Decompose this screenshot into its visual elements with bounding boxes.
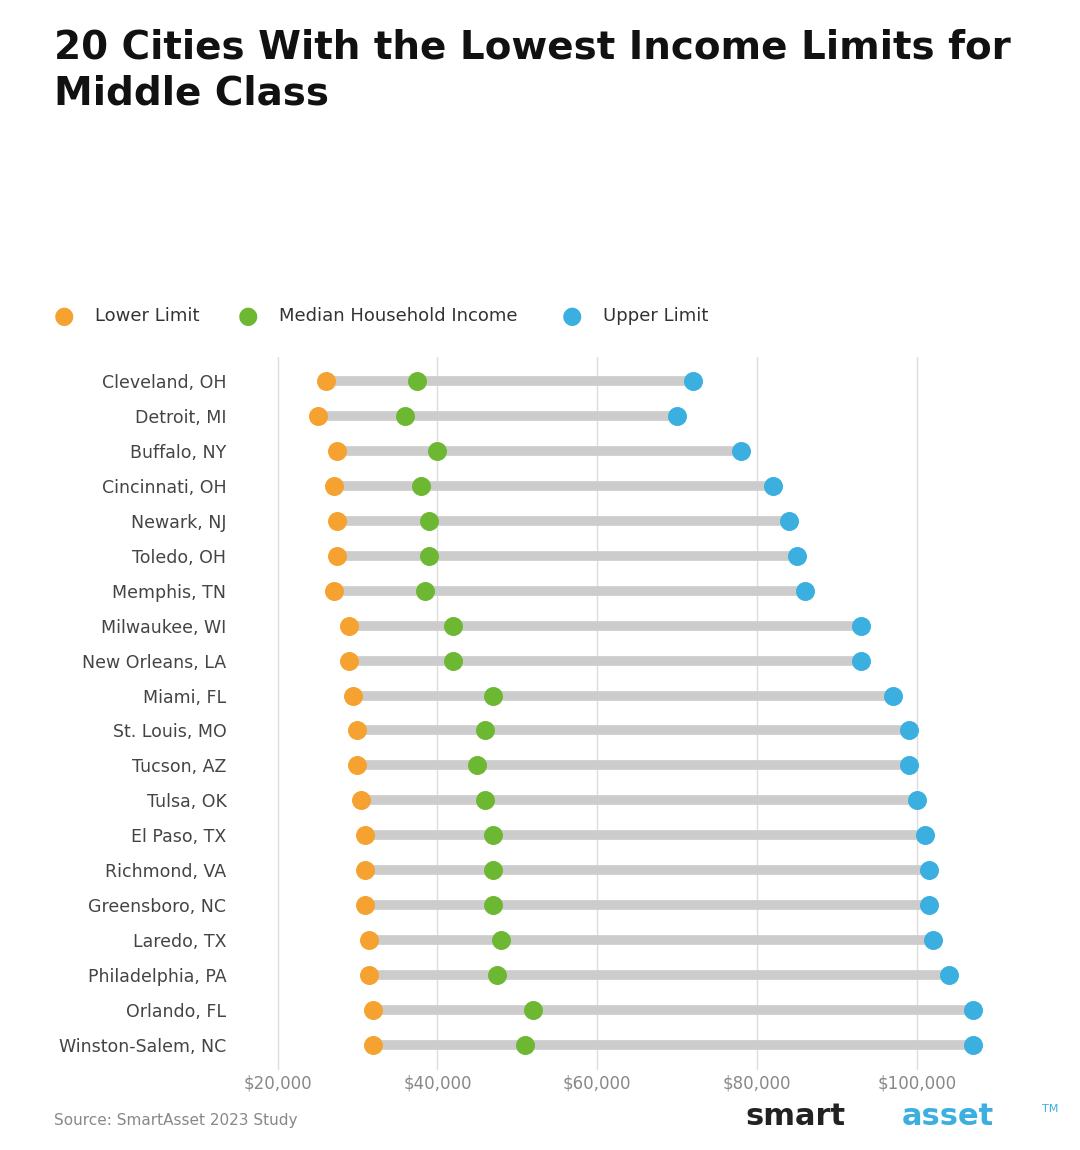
Text: Upper Limit: Upper Limit [603, 307, 708, 325]
Point [476, 721, 494, 739]
Point [485, 861, 502, 880]
Point [796, 582, 813, 600]
Point [341, 651, 359, 669]
Point [485, 687, 502, 705]
Point [908, 791, 926, 810]
Point [429, 442, 446, 460]
Point [341, 616, 359, 635]
Point [349, 721, 366, 739]
Point [325, 582, 342, 600]
Text: ●: ● [562, 305, 582, 328]
Point [421, 512, 438, 530]
Point [356, 861, 374, 880]
Point [485, 896, 502, 914]
Point [396, 407, 414, 426]
Point [920, 861, 937, 880]
Text: ●: ● [238, 305, 258, 328]
Point [328, 512, 346, 530]
Point [356, 826, 374, 844]
Point [469, 757, 486, 775]
Point [901, 721, 918, 739]
Point [781, 512, 798, 530]
Point [492, 932, 510, 950]
Point [852, 616, 869, 635]
Point [964, 1036, 982, 1055]
Text: Lower Limit: Lower Limit [95, 307, 200, 325]
Point [365, 1036, 382, 1055]
Point [413, 476, 430, 494]
Point [788, 546, 806, 565]
Point [345, 687, 362, 705]
Point [445, 651, 462, 669]
Point [488, 966, 505, 984]
Text: asset: asset [902, 1102, 994, 1130]
Point [445, 616, 462, 635]
Point [516, 1036, 534, 1055]
Text: Source: SmartAsset 2023 Study: Source: SmartAsset 2023 Study [54, 1113, 297, 1128]
Point [669, 407, 686, 426]
Point [361, 932, 378, 950]
Point [421, 546, 438, 565]
Point [365, 1000, 382, 1019]
Point [356, 896, 374, 914]
Point [765, 476, 782, 494]
Point [916, 826, 933, 844]
Point [924, 932, 942, 950]
Text: 20 Cities With the Lowest Income Limits for
Middle Class: 20 Cities With the Lowest Income Limits … [54, 29, 1011, 113]
Point [732, 442, 750, 460]
Point [685, 371, 702, 390]
Point [417, 582, 434, 600]
Text: smart: smart [745, 1102, 846, 1130]
Text: Median Household Income: Median Household Income [279, 307, 517, 325]
Point [349, 757, 366, 775]
Point [885, 687, 902, 705]
Point [852, 651, 869, 669]
Point [309, 407, 326, 426]
Point [328, 546, 346, 565]
Point [920, 896, 937, 914]
Text: ●: ● [54, 305, 75, 328]
Point [476, 791, 494, 810]
Point [964, 1000, 982, 1019]
Point [901, 757, 918, 775]
Point [485, 826, 502, 844]
Point [353, 791, 370, 810]
Point [328, 442, 346, 460]
Point [316, 371, 334, 390]
Point [408, 371, 426, 390]
Point [941, 966, 958, 984]
Point [525, 1000, 542, 1019]
Text: TM: TM [1042, 1104, 1058, 1114]
Point [325, 476, 342, 494]
Point [361, 966, 378, 984]
